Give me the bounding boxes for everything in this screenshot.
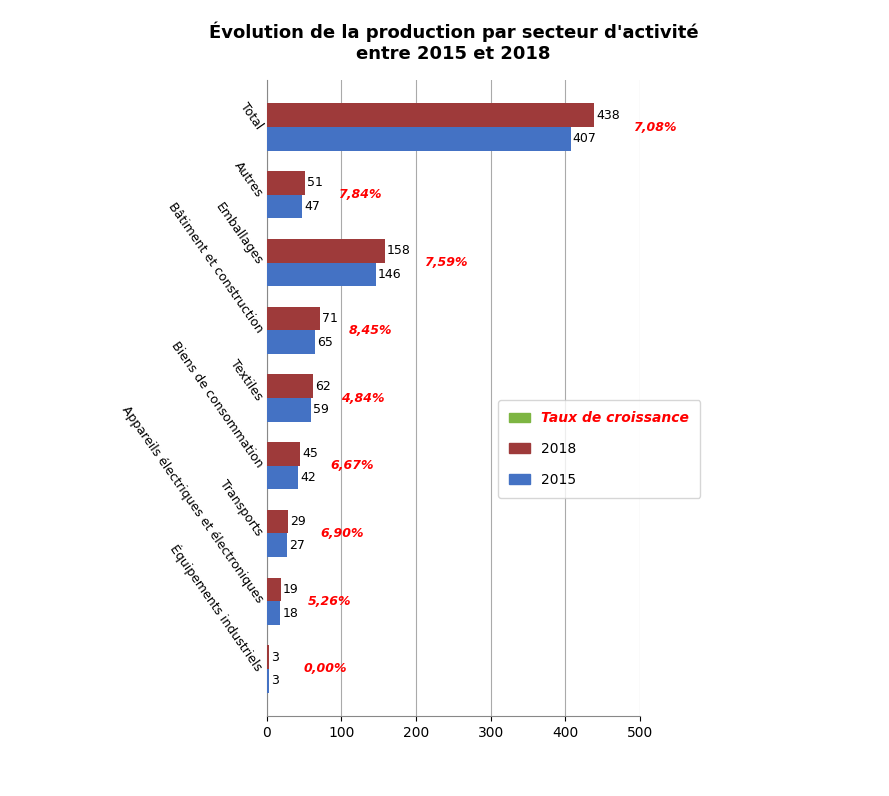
Text: 6,67%: 6,67%: [330, 459, 373, 472]
Bar: [267, 509, 288, 533]
Bar: [267, 127, 571, 150]
Text: 7,08%: 7,08%: [633, 120, 677, 134]
Text: 19: 19: [283, 583, 299, 596]
Text: 51: 51: [307, 177, 323, 189]
Text: 146: 146: [378, 268, 402, 281]
Bar: [267, 601, 280, 625]
Legend: Taux de croissance, 2018, 2015: Taux de croissance, 2018, 2015: [499, 400, 701, 498]
Text: 18: 18: [283, 607, 298, 619]
Text: 65: 65: [317, 336, 333, 349]
Text: 5,26%: 5,26%: [308, 595, 351, 607]
Bar: [267, 195, 301, 218]
Bar: [267, 578, 281, 601]
Text: 42: 42: [300, 471, 316, 484]
Text: 407: 407: [573, 132, 597, 146]
Text: 438: 438: [596, 109, 620, 122]
Bar: [267, 306, 320, 330]
Bar: [267, 330, 316, 354]
Bar: [267, 669, 269, 693]
Bar: [267, 171, 305, 195]
Text: 7,84%: 7,84%: [338, 189, 381, 201]
Text: 7,59%: 7,59%: [423, 256, 467, 269]
Text: 3: 3: [271, 674, 279, 687]
Text: 158: 158: [387, 244, 411, 257]
Bar: [267, 239, 385, 263]
Text: 29: 29: [291, 515, 307, 528]
Text: 27: 27: [289, 539, 305, 552]
Bar: [267, 103, 594, 127]
Bar: [267, 466, 298, 490]
Bar: [267, 442, 300, 466]
Bar: [267, 263, 376, 287]
Text: 47: 47: [304, 200, 320, 213]
Title: Évolution de la production par secteur d'activité
entre 2015 et 2018: Évolution de la production par secteur d…: [209, 21, 698, 63]
Bar: [267, 533, 287, 557]
Text: 71: 71: [322, 312, 338, 325]
Text: 0,00%: 0,00%: [304, 662, 348, 676]
Text: 6,90%: 6,90%: [320, 527, 364, 540]
Text: 62: 62: [316, 380, 331, 392]
Text: 8,45%: 8,45%: [348, 324, 392, 337]
Text: 59: 59: [313, 404, 329, 416]
Bar: [267, 398, 311, 422]
Text: 45: 45: [302, 447, 318, 460]
Text: 4,84%: 4,84%: [341, 392, 385, 404]
Text: 3: 3: [271, 650, 279, 664]
Bar: [267, 374, 313, 398]
Bar: [267, 646, 269, 669]
